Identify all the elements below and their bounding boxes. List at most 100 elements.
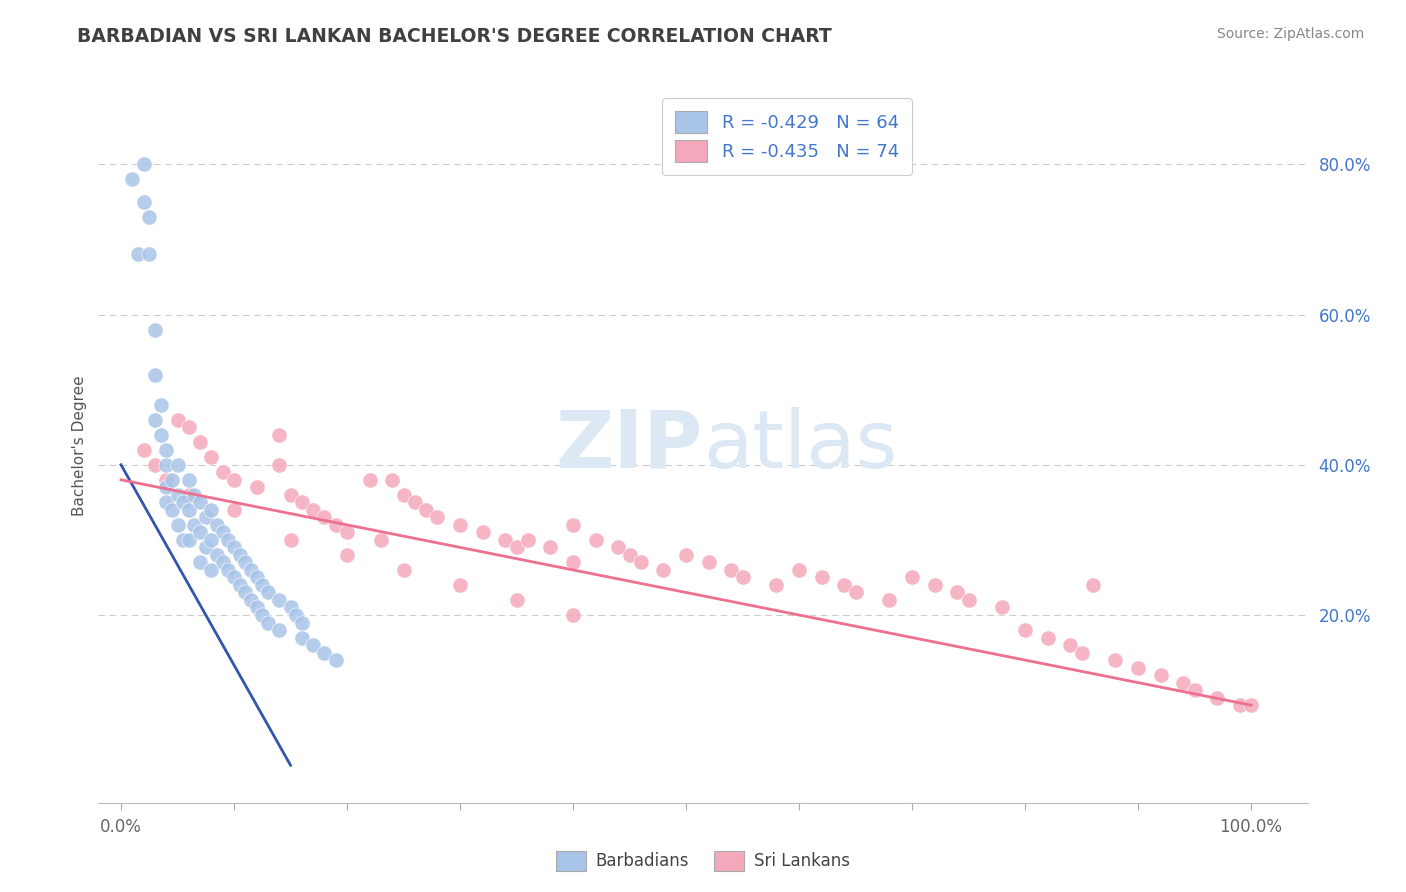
Point <box>252 607 274 622</box>
Point <box>1014 623 1036 637</box>
Point <box>222 473 245 487</box>
Text: Source: ZipAtlas.com: Source: ZipAtlas.com <box>1216 27 1364 41</box>
Point <box>1240 698 1263 713</box>
Point <box>200 503 222 517</box>
Legend: Barbadians, Sri Lankans: Barbadians, Sri Lankans <box>547 842 859 880</box>
Point <box>188 525 211 540</box>
Point <box>291 615 314 630</box>
Point <box>585 533 607 547</box>
Point <box>155 473 177 487</box>
Point <box>240 593 263 607</box>
Point <box>121 172 143 186</box>
Point <box>269 458 291 472</box>
Point <box>240 563 263 577</box>
Point <box>132 194 155 209</box>
Point <box>211 556 233 570</box>
Point <box>392 563 415 577</box>
Point <box>1229 698 1251 713</box>
Point <box>222 503 245 517</box>
Point <box>138 247 160 261</box>
Point <box>314 646 336 660</box>
Legend: R = -0.429   N = 64, R = -0.435   N = 74: R = -0.429 N = 64, R = -0.435 N = 74 <box>662 98 911 175</box>
Point <box>205 548 228 562</box>
Point <box>370 533 392 547</box>
Point <box>217 533 239 547</box>
Point <box>607 541 630 555</box>
Point <box>1070 646 1092 660</box>
Point <box>946 585 969 599</box>
Point <box>132 442 155 457</box>
Point <box>194 541 217 555</box>
Point <box>302 638 325 652</box>
Point <box>246 480 269 494</box>
Point <box>291 631 314 645</box>
Point <box>228 578 250 592</box>
Point <box>1104 653 1126 667</box>
Point <box>619 548 641 562</box>
Point <box>149 398 172 412</box>
Point <box>269 593 291 607</box>
Point <box>1206 690 1229 705</box>
Point <box>280 533 302 547</box>
Point <box>149 427 172 442</box>
Point <box>562 556 585 570</box>
Text: BARBADIAN VS SRI LANKAN BACHELOR'S DEGREE CORRELATION CHART: BARBADIAN VS SRI LANKAN BACHELOR'S DEGRE… <box>77 27 832 45</box>
Point <box>336 548 359 562</box>
Point <box>257 585 280 599</box>
Point <box>1173 675 1195 690</box>
Point <box>516 533 538 547</box>
Point <box>233 556 256 570</box>
Point <box>166 488 188 502</box>
Point <box>200 563 222 577</box>
Point <box>252 578 274 592</box>
Point <box>280 488 302 502</box>
Point <box>211 525 233 540</box>
Point <box>471 525 494 540</box>
Point <box>205 517 228 532</box>
Point <box>494 533 516 547</box>
Point <box>1150 668 1173 682</box>
Point <box>228 548 250 562</box>
Point <box>302 503 325 517</box>
Point <box>924 578 946 592</box>
Point <box>155 442 177 457</box>
Point <box>269 427 291 442</box>
Point <box>246 570 269 584</box>
Point <box>211 465 233 479</box>
Point <box>269 623 291 637</box>
Point <box>562 517 585 532</box>
Point <box>1126 660 1149 674</box>
Point <box>810 570 832 584</box>
Point <box>188 556 211 570</box>
Point <box>138 210 160 224</box>
Point <box>160 503 183 517</box>
Point <box>901 570 924 584</box>
Point <box>257 615 280 630</box>
Point <box>652 563 675 577</box>
Point <box>562 607 585 622</box>
Point <box>415 503 437 517</box>
Y-axis label: Bachelor's Degree: Bachelor's Degree <box>72 376 87 516</box>
Point <box>426 510 449 524</box>
Point <box>381 473 404 487</box>
Point <box>845 585 868 599</box>
Point <box>404 495 426 509</box>
Point <box>675 548 697 562</box>
Point <box>166 458 188 472</box>
Point <box>1036 631 1059 645</box>
Point <box>172 495 194 509</box>
Point <box>177 488 200 502</box>
Point <box>697 556 720 570</box>
Point <box>217 563 239 577</box>
Point <box>183 488 205 502</box>
Point <box>392 488 415 502</box>
Point <box>188 435 211 450</box>
Point <box>449 517 471 532</box>
Point <box>991 600 1014 615</box>
Point <box>731 570 754 584</box>
Point <box>194 510 217 524</box>
Point <box>177 420 200 434</box>
Point <box>177 503 200 517</box>
Point <box>183 517 205 532</box>
Point <box>832 578 855 592</box>
